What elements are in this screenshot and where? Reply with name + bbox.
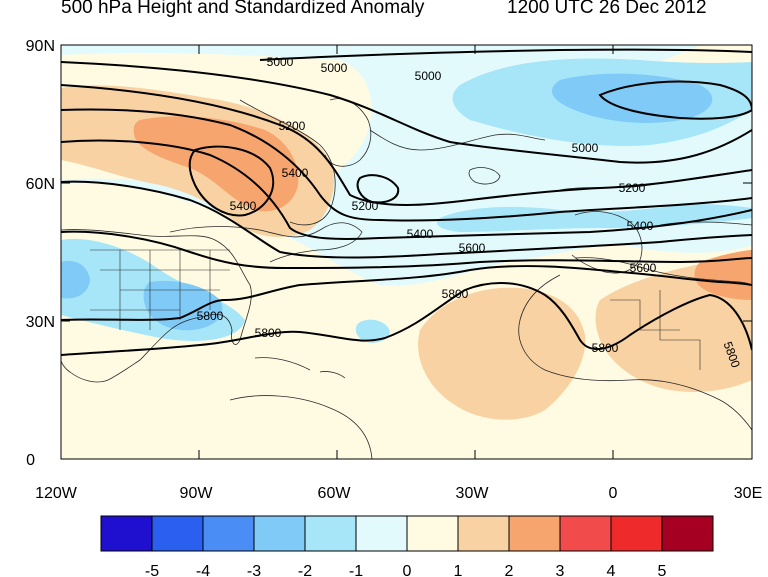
contour-label: 5400 xyxy=(230,199,257,213)
colorbar-swatch xyxy=(406,515,459,552)
colorbar-swatch xyxy=(355,515,408,552)
lon-label: 0 xyxy=(609,485,618,502)
colorbar-swatch xyxy=(304,515,357,552)
contour-label: 5000 xyxy=(267,55,294,69)
colorbar-label: -4 xyxy=(196,563,210,577)
map-frame xyxy=(60,44,753,460)
coastlines xyxy=(61,98,752,459)
colorbar-swatch xyxy=(100,515,153,552)
height-contours xyxy=(61,48,752,356)
contour-labels: 5000 5000 5000 5000 5200 5200 5200 5400 … xyxy=(197,55,743,370)
contour-label: 5000 xyxy=(321,61,348,75)
colorbar-label: -3 xyxy=(247,563,261,577)
lon-label: 60W xyxy=(318,485,352,502)
lat-label: 0 xyxy=(26,452,35,469)
colorbar-label: 4 xyxy=(607,563,616,577)
colorbar-label: 1 xyxy=(454,563,463,577)
colorbar-swatch xyxy=(457,515,510,552)
colorbar-label: 3 xyxy=(556,563,565,577)
contour-label: 5200 xyxy=(619,181,646,195)
lat-label: 30N xyxy=(26,314,55,331)
anomaly-shading xyxy=(61,45,752,459)
lat-label: 90N xyxy=(26,38,55,55)
contour-label: 5000 xyxy=(415,69,442,83)
lon-label: 30W xyxy=(456,485,490,502)
colorbar-swatch xyxy=(610,515,663,552)
map-title: 500 hPa Height and Standardized Anomaly xyxy=(61,0,425,18)
colorbar-label: -1 xyxy=(349,563,363,577)
colorbar-swatch xyxy=(559,515,612,552)
colorbar-label: -5 xyxy=(145,563,159,577)
contour-label: 5400 xyxy=(282,166,309,180)
contour-label: 5800 xyxy=(255,326,282,340)
colorbar-label: 2 xyxy=(505,563,514,577)
contour-label: 5400 xyxy=(627,219,654,233)
colorbar: -5 -4 -3 -2 -1 0 1 2 3 4 5 xyxy=(100,515,714,577)
colorbar-swatch xyxy=(661,515,714,552)
colorbar-label: 0 xyxy=(403,563,412,577)
contour-label: 5800 xyxy=(592,341,619,355)
contour-label: 5200 xyxy=(279,119,306,133)
contour-label: 5600 xyxy=(630,261,657,275)
colorbar-label: -2 xyxy=(298,563,312,577)
colorbar-swatch xyxy=(253,515,306,552)
contour-label: 5600 xyxy=(459,241,486,255)
contour-label: 5000 xyxy=(572,141,599,155)
colorbar-swatch xyxy=(202,515,255,552)
lat-label: 60N xyxy=(26,176,55,193)
lon-label: 120W xyxy=(35,485,78,502)
map-timestamp: 1200 UTC 26 Dec 2012 xyxy=(507,0,707,18)
lon-label: 30E xyxy=(734,485,762,502)
contour-label: 5800 xyxy=(442,287,469,301)
colorbar-swatch xyxy=(508,515,561,552)
colorbar-label: 5 xyxy=(658,563,667,577)
contour-label: 5400 xyxy=(407,227,434,241)
contour-label: 5800 xyxy=(197,309,224,323)
colorbar-swatch xyxy=(151,515,204,552)
lon-label: 90W xyxy=(180,485,214,502)
contour-label: 5200 xyxy=(352,199,379,213)
axis-ticks xyxy=(60,44,753,460)
